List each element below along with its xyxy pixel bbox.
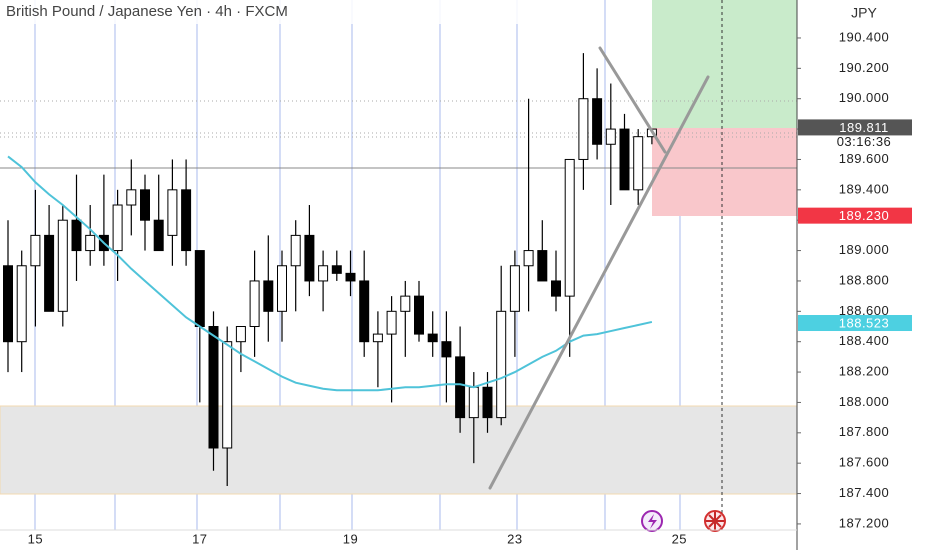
candle-body <box>208 326 219 449</box>
price-label-box <box>798 207 912 224</box>
candle-body <box>235 326 246 343</box>
y-tick-label: 188.000 <box>839 394 890 409</box>
candle-body <box>427 333 438 343</box>
y-tick-label: 189.400 <box>839 181 890 196</box>
y-tick-label: 188.200 <box>839 364 890 379</box>
target-zone <box>652 0 797 128</box>
y-tick-label: 190.200 <box>839 60 890 75</box>
candle-body <box>578 98 589 160</box>
candle-body <box>167 189 178 236</box>
x-tick-label: 23 <box>507 531 522 546</box>
candle-body <box>85 234 96 252</box>
candle-body <box>318 265 329 282</box>
y-tick-label: 190.000 <box>839 90 890 105</box>
candle-body <box>400 295 411 312</box>
price-label: 188.523 <box>839 315 890 330</box>
candle-body <box>112 204 123 252</box>
candle-body <box>16 265 27 343</box>
candle-body <box>496 310 507 419</box>
candle-body <box>249 280 260 328</box>
candle-body <box>619 128 630 191</box>
candle-body <box>605 128 616 145</box>
support-zone <box>0 405 798 495</box>
y-tick-label: 187.600 <box>839 455 890 470</box>
y-tick-label: 189.000 <box>839 242 890 257</box>
trend-lines <box>488 46 710 490</box>
y-tick-label: 188.800 <box>839 272 890 287</box>
candle-body <box>3 265 13 343</box>
candle-body <box>592 98 603 145</box>
y-tick-label: 187.200 <box>839 515 890 530</box>
candle-body <box>564 158 575 297</box>
plot-area <box>3 53 657 486</box>
candle-body <box>290 234 301 267</box>
candle-body <box>181 189 192 252</box>
candle-body <box>414 295 424 335</box>
title-backdrop <box>0 0 560 24</box>
candle-body <box>455 356 466 419</box>
price-label: 189.230 <box>839 208 890 223</box>
y-tick-label: 188.600 <box>839 303 890 318</box>
candle-body <box>386 310 397 335</box>
candle-body <box>304 234 315 282</box>
y-tick-label: 189.600 <box>839 151 890 166</box>
x-tick-label: 25 <box>672 531 687 546</box>
countdown: 03:16:36 <box>837 134 892 149</box>
candle-body <box>441 341 452 358</box>
x-tick-label: 17 <box>192 531 207 546</box>
candle-body <box>57 219 68 312</box>
candle-body <box>551 280 561 297</box>
price-label-box <box>798 119 912 136</box>
x-tick-label: 15 <box>28 531 43 546</box>
candle-body <box>523 250 534 267</box>
candle-body <box>331 265 342 274</box>
candle-body <box>633 136 644 191</box>
y-tick-label: 187.400 <box>839 485 890 500</box>
candle-body <box>222 341 233 449</box>
candle-body <box>537 250 548 282</box>
y-tick-label: 188.400 <box>839 333 890 348</box>
y-tick-label: 190.400 <box>839 29 890 44</box>
candle-body <box>468 386 479 419</box>
price-label-box <box>798 315 912 332</box>
x-tick-label: 19 <box>343 531 358 546</box>
stop-zone <box>652 128 797 216</box>
candle-body <box>126 189 137 206</box>
candle-body <box>194 250 205 328</box>
candle-body <box>44 234 55 312</box>
candle-body <box>153 219 164 252</box>
candle-body <box>372 333 383 343</box>
candle-body <box>277 265 287 312</box>
chart-title: British Pound / Japanese Yen · 4h · FXCM <box>6 3 288 20</box>
candle-body <box>263 280 274 312</box>
dotted-levels <box>0 100 797 138</box>
event-icons <box>641 510 726 532</box>
y-tick-label: 187.800 <box>839 424 890 439</box>
candle-body <box>359 280 370 343</box>
candle-body <box>140 189 150 221</box>
candle-body <box>71 219 82 252</box>
currency-label: JPY <box>851 5 877 21</box>
candle-body <box>482 386 493 419</box>
price-label: 189.811 <box>839 120 889 135</box>
candle-body <box>509 265 520 312</box>
candle-body <box>30 234 41 267</box>
moving-average <box>7 155 653 392</box>
candle-body <box>345 272 356 282</box>
